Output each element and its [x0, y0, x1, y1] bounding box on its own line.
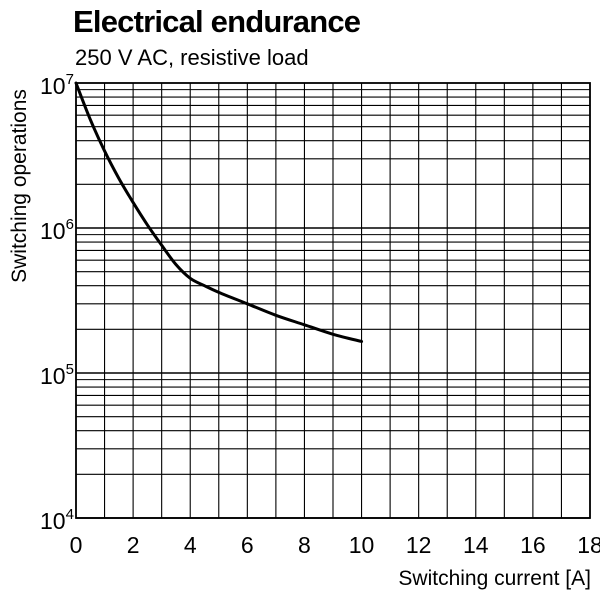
y-tick-label: 107	[40, 71, 74, 99]
x-tick-label: 4	[184, 532, 197, 558]
x-tick-label: 8	[298, 532, 311, 558]
y-tick-label: 106	[40, 216, 74, 244]
y-axis-label: Switching operations	[8, 89, 31, 283]
x-tick-label: 12	[406, 532, 432, 558]
x-tick-labels: 0 2 4 6 8 10 12 14 16 18	[70, 532, 600, 558]
x-tick-label: 14	[463, 532, 489, 558]
x-tick-label: 6	[241, 532, 254, 558]
series-line	[74, 81, 364, 343]
series-layer	[74, 81, 364, 343]
x-tick-label: 0	[70, 532, 83, 558]
plot-frame	[75, 82, 591, 519]
x-tick-label: 18	[577, 532, 600, 558]
x-axis-label: Switching current [A]	[398, 567, 591, 590]
y-tick-label: 104	[40, 506, 74, 534]
x-tick-label: 16	[520, 532, 546, 558]
y-tick-labels: 104 105 106 107	[40, 71, 74, 534]
grid	[75, 83, 591, 519]
chart-title: Electrical endurance	[73, 4, 361, 39]
plot-border	[75, 82, 591, 519]
chart-subtitle: 250 V AC, resistive load	[75, 45, 309, 70]
x-tick-label: 2	[127, 532, 140, 558]
y-tick-label: 105	[40, 361, 74, 389]
x-tick-label: 10	[349, 532, 375, 558]
